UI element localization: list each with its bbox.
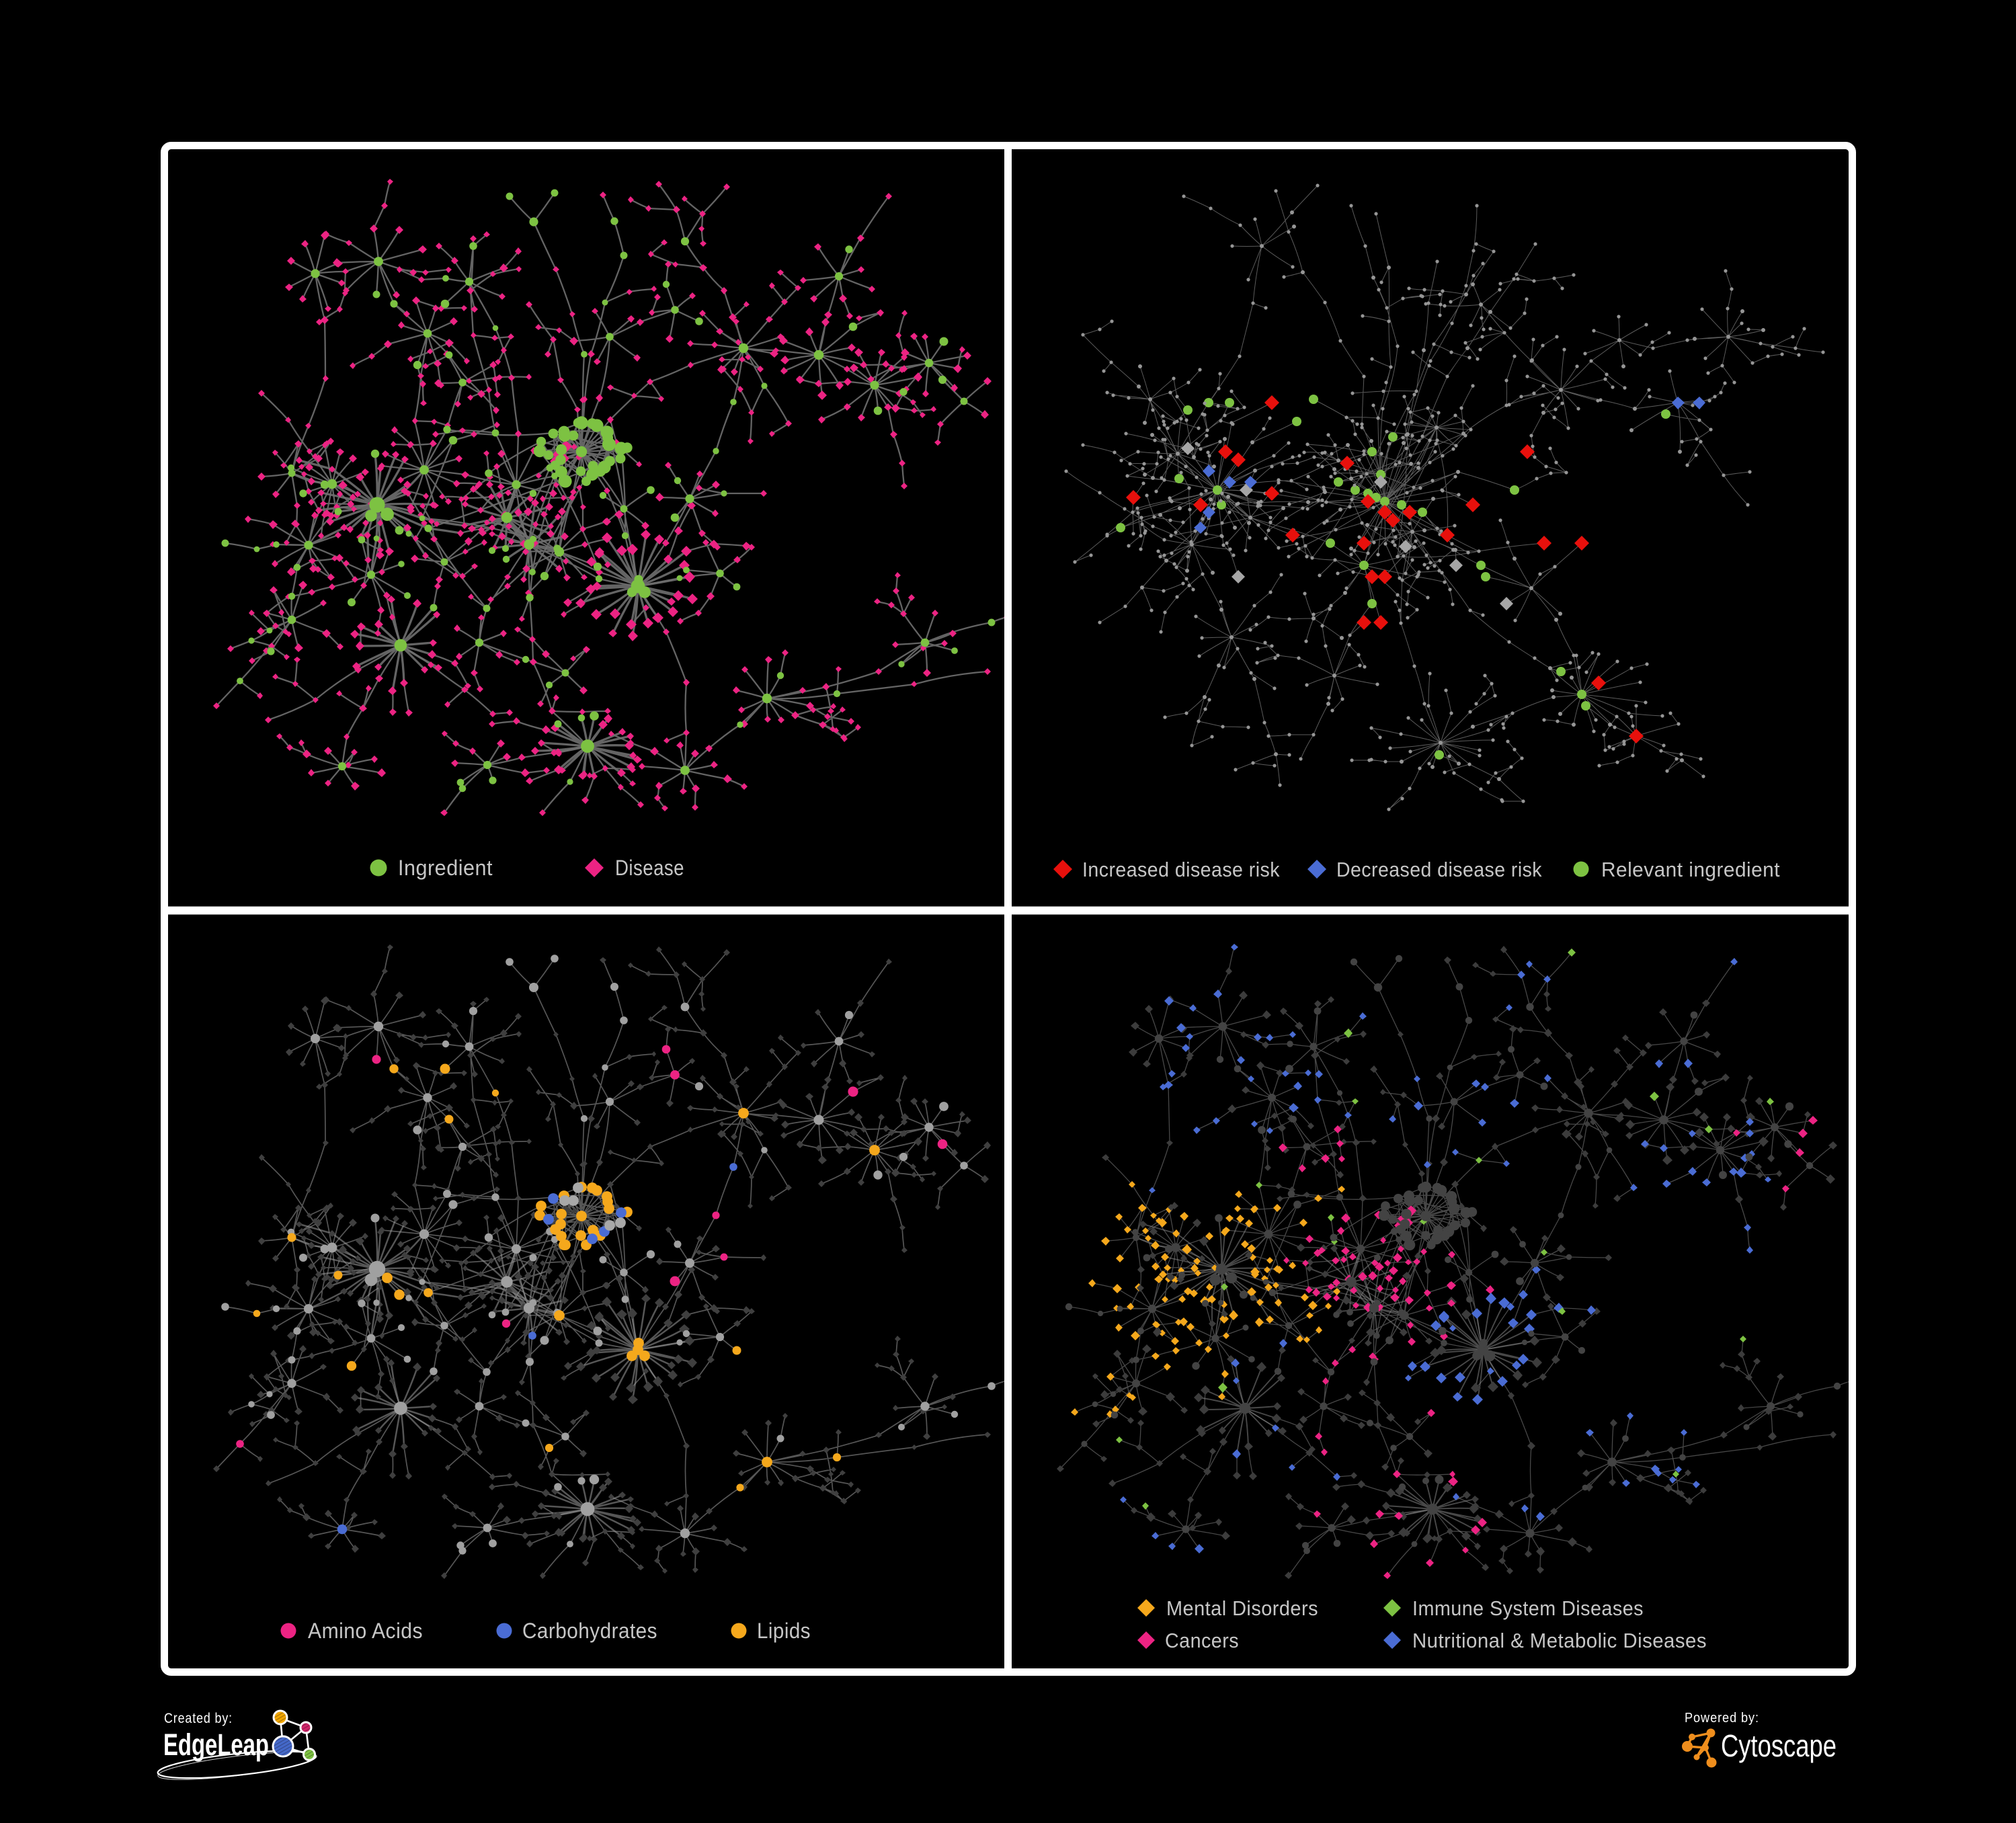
svg-text:Amino Acids: Amino Acids [308, 1619, 423, 1643]
svg-text:Ingredient: Ingredient [398, 856, 493, 880]
svg-text:Increased disease risk: Increased disease risk [1082, 858, 1280, 881]
svg-text:Cancers: Cancers [1165, 1629, 1239, 1652]
svg-text:Carbohydrates: Carbohydrates [522, 1619, 657, 1643]
svg-text:Mental Disorders: Mental Disorders [1166, 1596, 1318, 1620]
svg-text:Immune System Diseases: Immune System Diseases [1412, 1596, 1644, 1620]
svg-text:Relevant ingredient: Relevant ingredient [1601, 858, 1780, 881]
svg-text:Nutritional & Metabolic Diseas: Nutritional & Metabolic Diseases [1412, 1629, 1707, 1652]
svg-text:Decreased disease risk: Decreased disease risk [1336, 858, 1542, 881]
svg-text:Powered by:: Powered by: [1685, 1711, 1759, 1726]
svg-text:Cytoscape: Cytoscape [1721, 1728, 1837, 1763]
svg-text:Disease: Disease [615, 856, 684, 880]
svg-text:Lipids: Lipids [757, 1619, 811, 1643]
svg-text:Created by:: Created by: [164, 1711, 233, 1726]
svg-text:EdgeLeap: EdgeLeap [163, 1728, 269, 1762]
